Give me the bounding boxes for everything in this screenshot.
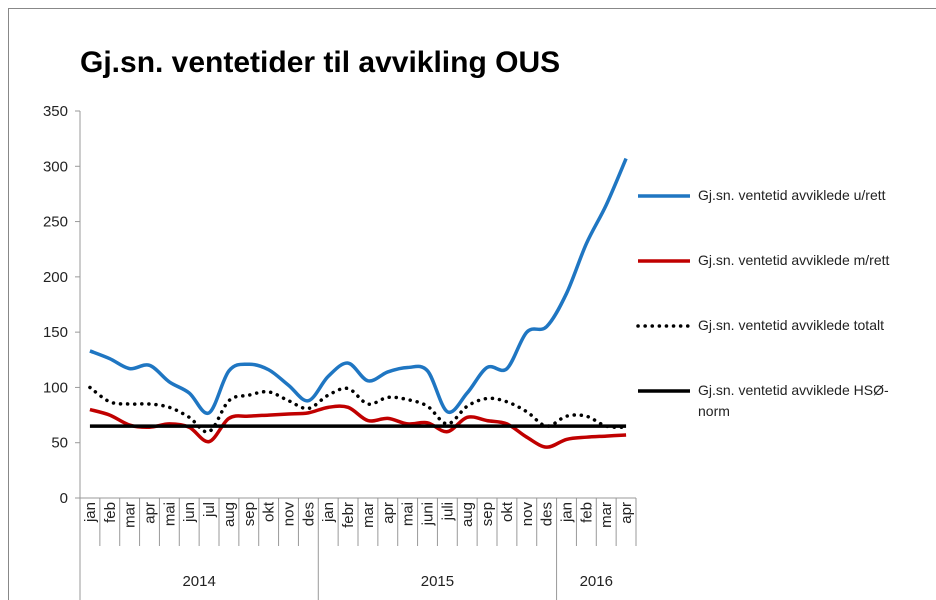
x-tick-label: jun [181, 502, 198, 523]
x-tick-label: febr [340, 502, 357, 528]
x-tick-label: feb [102, 502, 119, 523]
x-tick-label: jan [82, 502, 99, 523]
x-tick-label: jan [320, 502, 337, 523]
x-tick-label: apr [142, 502, 159, 524]
y-tick-label: 150 [43, 324, 68, 341]
year-label: 2014 [182, 573, 215, 590]
x-tick-label: okt [261, 501, 278, 522]
y-tick-label: 250 [43, 214, 68, 231]
x-tick-label: des [539, 502, 556, 526]
x-tick-label: mar [598, 502, 615, 528]
x-tick-label: aug [221, 502, 238, 527]
x-tick-label: mai [161, 502, 178, 526]
chart-border [8, 8, 936, 600]
year-label: 2016 [580, 573, 613, 590]
x-tick-label: juni [420, 502, 437, 526]
x-tick-label: mar [360, 502, 377, 528]
x-tick-label: jan [559, 502, 576, 523]
x-tick-label: apr [380, 502, 397, 524]
x-tick-label: okt [499, 501, 516, 522]
x-tick-label: nov [281, 502, 298, 527]
legend-label: Gj.sn. ventetid avviklede HSØ-norm [698, 382, 889, 419]
y-tick-label: 100 [43, 379, 68, 396]
chart-title: Gj.sn. ventetider til avvikling OUS [80, 46, 560, 79]
x-tick-label: apr [618, 502, 635, 524]
series-line [88, 385, 628, 434]
series-line [89, 157, 628, 416]
x-tick-label: juli [439, 502, 456, 521]
legend-label: Gj.sn. ventetid avviklede totalt [698, 317, 884, 333]
x-tick-label: des [300, 502, 317, 526]
x-tick-label: mar [122, 502, 139, 528]
y-tick-label: 0 [60, 490, 68, 507]
x-tick-label: sep [479, 502, 496, 526]
x-tick-label: mai [400, 502, 417, 526]
x-tick-label: nov [519, 502, 536, 527]
year-label: 2015 [421, 573, 454, 590]
x-tick-label: sep [241, 502, 258, 526]
y-tick-label: 50 [51, 435, 68, 452]
y-tick-label: 200 [43, 269, 68, 286]
x-tick-label: feb [578, 502, 595, 523]
legend-label: Gj.sn. ventetid avviklede m/rett [698, 252, 890, 268]
y-tick-label: 300 [43, 158, 68, 175]
x-tick-label: aug [459, 502, 476, 527]
legend-label: Gj.sn. ventetid avviklede u/rett [698, 187, 886, 203]
x-tick-label: jul [201, 502, 218, 518]
y-tick-label: 350 [43, 103, 68, 120]
